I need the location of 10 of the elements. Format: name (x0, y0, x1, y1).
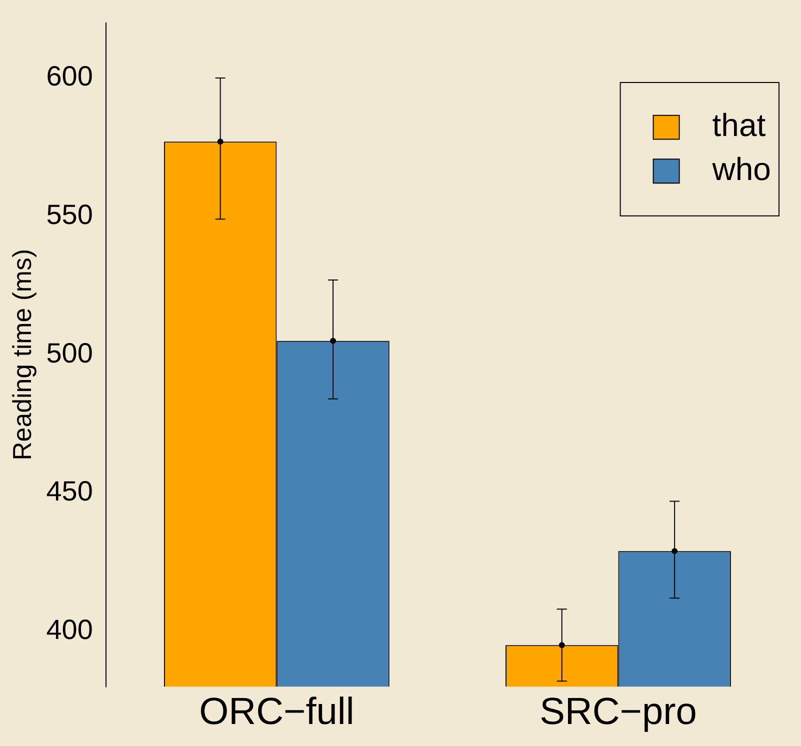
y-tick-label: 500 (46, 337, 93, 368)
x-tick-label: SRC−pro (540, 690, 697, 733)
y-tick-label: 600 (46, 60, 93, 92)
y-tick-label: 450 (46, 476, 93, 507)
x-tick-label: ORC−full (199, 690, 354, 733)
legend-label: that (712, 107, 766, 144)
y-tick-label: 550 (46, 199, 93, 230)
y-axis-title: Reading time (ms) (8, 248, 37, 460)
legend-label: who (711, 150, 771, 187)
y-tick-label: 400 (46, 614, 93, 645)
